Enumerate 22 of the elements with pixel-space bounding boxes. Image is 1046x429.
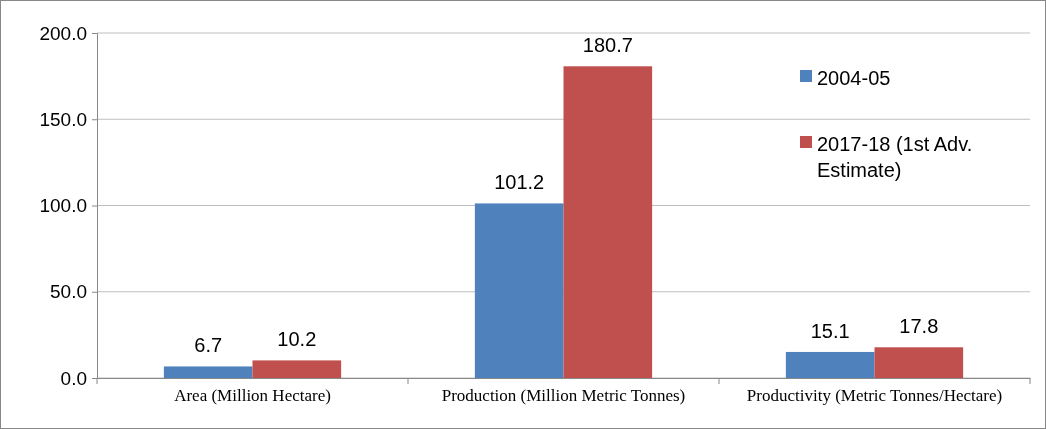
data-label: 15.1	[810, 319, 850, 342]
data-label: 17.8	[899, 315, 939, 338]
data-label: 180.7	[582, 34, 633, 57]
y-tick-label: 0.0	[60, 367, 87, 389]
bar	[163, 366, 253, 378]
x-tick-label: Production (Million Metric Tonnes)	[441, 386, 686, 406]
bar	[785, 351, 875, 378]
legend-label: 2004-05	[817, 67, 891, 89]
bar	[874, 347, 964, 378]
data-label: 6.7	[194, 334, 223, 357]
data-label: 10.2	[277, 328, 317, 351]
x-tick-label: Productivity (Metric Tonnes/Hectare)	[746, 386, 1003, 406]
bar	[252, 360, 342, 378]
bar	[563, 66, 653, 378]
y-tick-label: 150.0	[39, 108, 87, 130]
data-label: 101.2	[494, 171, 545, 194]
bar	[474, 203, 564, 378]
x-tick-label: Area (Million Hectare)	[174, 386, 331, 406]
y-tick-label: 100.0	[39, 195, 87, 217]
y-tick-label: 200.0	[39, 22, 87, 44]
y-tick-label: 50.0	[50, 281, 87, 303]
legend-label: 2017-18 (1st Adv. Estimate)	[817, 133, 973, 181]
